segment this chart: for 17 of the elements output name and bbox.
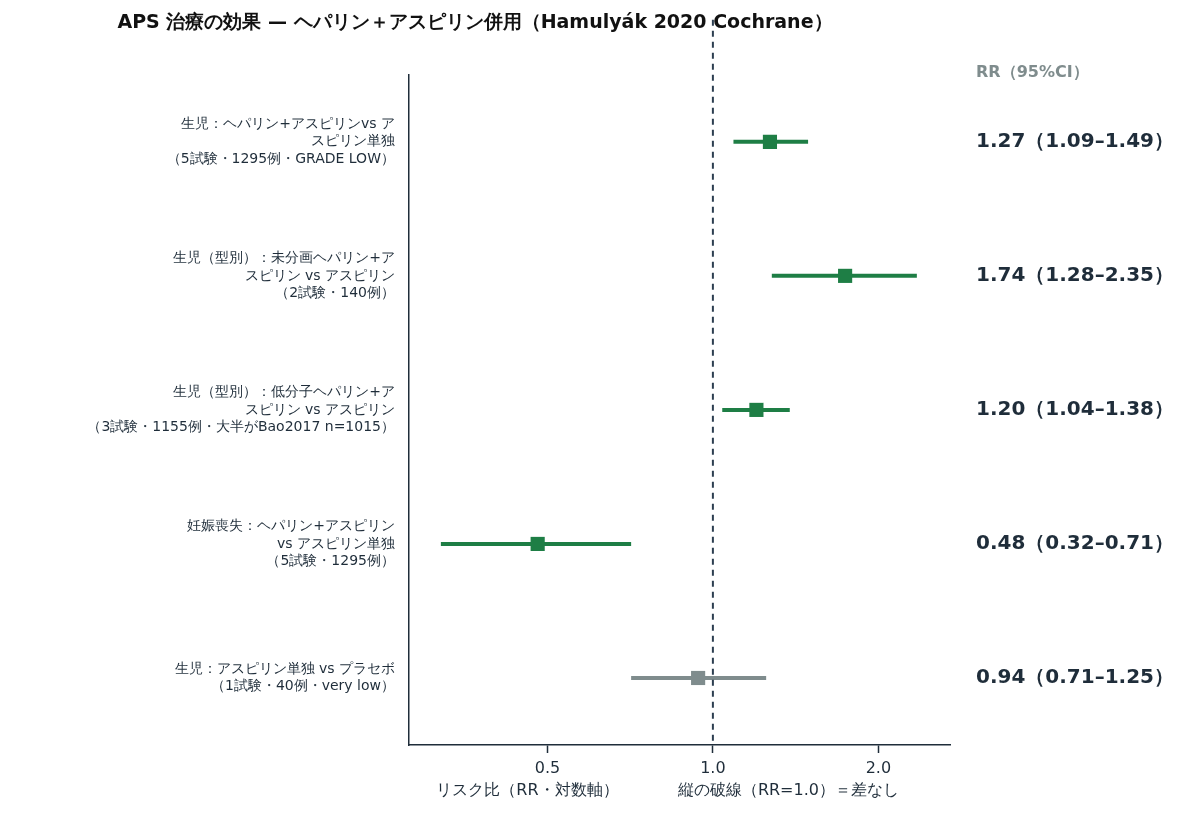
text: RR（95%CI） xyxy=(976,61,1089,81)
x-tick-label: 0.5 xyxy=(534,757,561,777)
data-label: 0.48（0.32–0.71） xyxy=(976,530,1175,555)
x-axis-title: リスク比（RR・対数軸） xyxy=(436,780,619,800)
y-tick-label: 妊娠喪失：ヘパリン+アスピリンvs アスピリン単独（5試験・1295例） xyxy=(187,517,395,569)
chart-title: APS 治療の効果 — ヘパリン＋アスピリン併用（Hamulyák 2020 Cochrane） xyxy=(117,10,833,33)
data-label: 0.94（0.71–1.25） xyxy=(976,664,1175,689)
x-tick-label: 1.0 xyxy=(700,757,726,777)
data-label: 1.20（1.04–1.38） xyxy=(976,396,1175,421)
x-tick-label: 2.0 xyxy=(865,757,892,777)
y-tick-label: 生児：ヘパリン+アスピリンvs アスピリン単独（5試験・1295例・GRADE LOW） xyxy=(166,114,395,166)
data-label: 1.27（1.09–1.49） xyxy=(976,128,1175,153)
y-tick-label: 生児：アスピリン単独 vs プラセボ（1試験・40例・very low） xyxy=(174,659,395,694)
ref-line-label: 縦の破線（RR=1.0）＝差なし xyxy=(676,780,899,800)
data-label: 1.74（1.28–2.35） xyxy=(976,262,1175,287)
y-tick-label: 生児（型別）：未分画ヘパリン+アスピリン vs アスピリン（2試験・140例） xyxy=(173,249,395,300)
y-tick-label: 生児（型別）：低分子ヘパリン+アスピリン vs アスピリン（3試験・1155例・大半がBao2017 n=1015） xyxy=(87,383,395,435)
